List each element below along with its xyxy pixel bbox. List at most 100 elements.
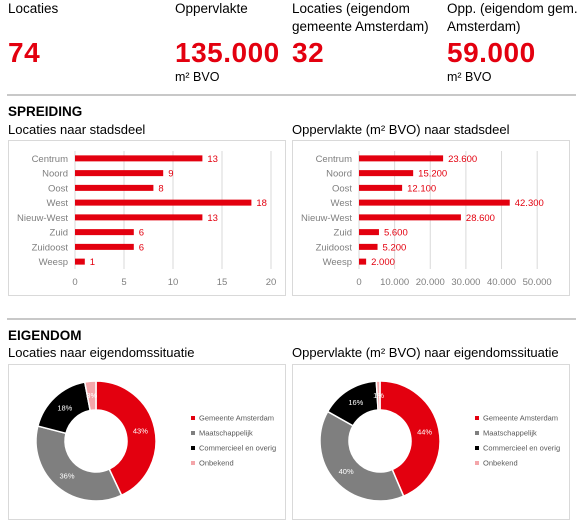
data-label: 12.100 (407, 183, 436, 194)
data-label: 6 (139, 242, 144, 253)
donut-chart-oppervlakte-panel: 44% 40% 16% 1% Gemeente Amsterdam Maatschappe… (292, 364, 570, 520)
bar-chart-locaties-panel: 0 5 10 15 20 Centrum 13 Noord 9 Oost 8 West 18 Nieuw-… (8, 140, 286, 296)
data-label: 28.600 (466, 213, 495, 224)
legend-label: Gemeente Amsterdam (483, 414, 558, 423)
donut-slice (319, 410, 405, 502)
category-label: Centrum (32, 154, 69, 165)
kpi-value: 59.000 (447, 37, 536, 68)
data-label: 6 (139, 228, 144, 239)
legend-label: Commercieel en overig (199, 444, 276, 453)
donut-slice (95, 380, 157, 497)
donut-slice (83, 380, 97, 412)
x-tick-label: 20 (266, 277, 277, 288)
bar (75, 155, 203, 162)
legend-swatch (475, 416, 479, 420)
slice-label: 40% (339, 467, 354, 476)
kpi-label: Opp. (eigendom gem. Amsterdam) (447, 1, 578, 34)
bar (75, 258, 85, 265)
data-label: 8 (158, 183, 163, 194)
bar (359, 214, 461, 221)
category-label: Zuid (50, 228, 68, 239)
slice-label: 1% (373, 391, 384, 400)
bar (359, 155, 444, 162)
legend-swatch (191, 431, 195, 435)
slice-label: 3% (86, 391, 97, 400)
category-label: Zuidoost (32, 242, 69, 253)
chart-title: Locaties naar eigendomssituatie (8, 345, 195, 360)
bar (75, 184, 154, 191)
bar (75, 170, 164, 177)
category-label: Nieuw-West (301, 213, 352, 224)
kpi-locaties-eigendom: Locaties (eigendom gemeente Amsterdam) (292, 0, 442, 36)
slice-label: 18% (57, 403, 72, 412)
bar-chart-oppervlakte: 0 10.000 20.000 30.000 40.000 50.000 Centrum 23… (301, 151, 552, 288)
legend-label: Commercieel en overig (483, 444, 560, 453)
category-label: West (47, 198, 69, 209)
data-label: 18 (256, 198, 267, 209)
bar (75, 214, 203, 221)
x-tick-label: 10.000 (380, 277, 409, 288)
bar (359, 229, 379, 236)
bar (75, 229, 134, 236)
legend-swatch (475, 446, 479, 450)
kpi-value: 135.000 (175, 37, 280, 68)
bar-chart-oppervlakte-panel: 0 10.000 20.000 30.000 40.000 50.000 Centrum 23… (292, 140, 570, 296)
x-tick-label: 20.000 (416, 277, 445, 288)
donut-chart-locaties: 43% 36% 18% 3% Gemeente Amsterdam Maatschappe… (35, 380, 276, 502)
legend-swatch (475, 461, 479, 465)
kpi-locaties: Locaties (8, 0, 58, 18)
kpi-unit: m² BVO (175, 70, 220, 84)
data-label: 13 (207, 154, 218, 165)
category-label: Noord (326, 169, 352, 180)
kpi-value: 74 (8, 37, 41, 68)
data-label: 42.300 (515, 198, 544, 209)
category-label: Centrum (316, 154, 353, 165)
bar (359, 243, 378, 250)
chart-title: Oppervlakte (m² BVO) naar eigendomssitua… (292, 345, 559, 360)
data-label: 2.000 (371, 257, 395, 268)
x-tick-label: 10 (168, 277, 179, 288)
section-divider (7, 318, 576, 320)
donut-chart-oppervlakte: 44% 40% 16% 1% Gemeente Amsterdam Maatschappe… (319, 380, 560, 502)
data-label: 5.600 (384, 228, 408, 239)
category-label: Oost (48, 183, 68, 194)
section-title-spreiding: SPREIDING (8, 104, 83, 119)
legend-label: Maatschappelijk (199, 429, 253, 438)
category-label: Noord (42, 169, 68, 180)
legend-label: Gemeente Amsterdam (199, 414, 274, 423)
bar (75, 199, 252, 206)
kpi-label: Locaties (eigendom gemeente Amsterdam) (292, 1, 429, 34)
bar (75, 243, 134, 250)
legend-swatch (191, 416, 195, 420)
chart-title: Locaties naar stadsdeel (8, 122, 146, 137)
slice-label: 44% (417, 427, 432, 436)
data-label: 5.200 (383, 242, 407, 253)
section-divider (7, 94, 576, 96)
legend-label: Onbekend (199, 459, 234, 468)
x-tick-label: 30.000 (451, 277, 480, 288)
bar (359, 199, 510, 206)
donut-chart-locaties-panel: 43% 36% 18% 3% Gemeente Amsterdam Maatschappe… (8, 364, 286, 520)
slice-label: 16% (348, 398, 363, 407)
category-label: Nieuw-West (17, 213, 68, 224)
data-label: 13 (207, 213, 218, 224)
x-tick-label: 50.000 (523, 277, 552, 288)
donut-slice (375, 380, 381, 411)
kpi-unit: m² BVO (447, 70, 492, 84)
legend-swatch (475, 431, 479, 435)
x-tick-label: 15 (217, 277, 228, 288)
data-label: 15.200 (418, 169, 447, 180)
section-title-eigendom: EIGENDOM (8, 328, 82, 343)
data-label: 1 (90, 257, 95, 268)
category-label: Weesp (39, 257, 68, 268)
legend-swatch (191, 446, 195, 450)
category-label: Weesp (323, 257, 352, 268)
legend-label: Maatschappelijk (483, 429, 537, 438)
donut-slice (35, 425, 123, 502)
category-label: Oost (332, 183, 352, 194)
category-label: Zuid (334, 228, 352, 239)
category-label: West (331, 198, 353, 209)
bar-chart-locaties: 0 5 10 15 20 Centrum 13 Noord 9 Oost 8 West 18 Nieuw-… (17, 151, 277, 288)
bar (359, 258, 367, 265)
kpi-value: 32 (292, 37, 325, 68)
